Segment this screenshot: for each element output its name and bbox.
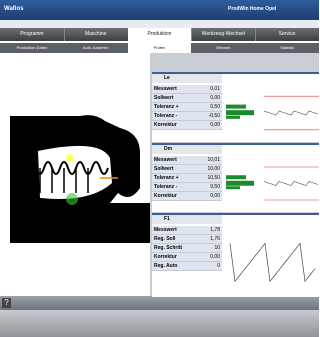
row-label: Toleranz + xyxy=(154,104,179,110)
row-value: 1,76 xyxy=(210,236,220,242)
panel-label: Dm xyxy=(152,145,222,154)
header-strip xyxy=(0,20,319,28)
row-label: Toleranz - xyxy=(154,113,177,119)
tab[interactable]: Produktion xyxy=(128,28,193,41)
row-label: Sollwert xyxy=(154,95,173,101)
tab[interactable]: Maschine xyxy=(64,28,129,41)
measure-panel: F1 Messwert 1,78 Reg. Soll 1,76 Reg. Schritt 1… xyxy=(152,213,319,297)
sub-tab[interactable]: Produktion Daten xyxy=(0,43,65,53)
panel-label: Le xyxy=(152,74,222,83)
value-row: Reg. Auto 0 xyxy=(152,262,222,271)
tab[interactable]: Werkzeug-Wechsel xyxy=(191,28,256,41)
value-row: Korrektur 0,00 xyxy=(152,253,222,262)
panel-chart xyxy=(224,226,319,296)
row-value: 0,00 xyxy=(210,122,220,128)
row-value: 10,50 xyxy=(207,175,220,181)
row-value: 0,50 xyxy=(210,104,220,110)
measure-panel: Dm Messwert 10,01 Sollwert 10,00 Toleranz + 10… xyxy=(152,143,319,212)
value-row: Messwert 1,78 xyxy=(152,226,222,235)
header-bar: Wafios ProdWin Home Opel xyxy=(0,0,319,20)
status-bar xyxy=(0,310,319,337)
tab[interactable]: Programm xyxy=(0,28,65,41)
row-label: Toleranz + xyxy=(154,175,179,181)
camera-image xyxy=(0,53,150,296)
value-row: Messwert 10,01 xyxy=(152,156,222,165)
value-row: Reg. Schritt 10 xyxy=(152,244,222,253)
brand: Wafios xyxy=(4,6,23,12)
value-row: Toleranz - -0,50 xyxy=(152,112,222,121)
row-value: 10 xyxy=(214,245,220,251)
row-value: 10,01 xyxy=(207,157,220,163)
row-label: Reg. Soll xyxy=(154,236,175,242)
row-value: 0,01 xyxy=(210,86,220,92)
row-value: 9,50 xyxy=(210,184,220,190)
row-label: Toleranz - xyxy=(154,184,177,190)
sub-tab[interactable]: Messen xyxy=(191,43,256,53)
value-row: Toleranz - 9,50 xyxy=(152,183,222,192)
row-value: 0,00 xyxy=(210,254,220,260)
toolbar: ? xyxy=(0,296,319,310)
help-button[interactable]: ? xyxy=(2,298,11,308)
value-table: Messwert 1,78 Reg. Soll 1,76 Reg. Schritt 10 K… xyxy=(152,226,222,271)
value-row: Messwert 0,01 xyxy=(152,85,222,94)
row-value: 0,00 xyxy=(210,193,220,199)
row-label: Messwert xyxy=(154,86,177,92)
row-label: Messwert xyxy=(154,227,177,233)
row-label: Korrektur xyxy=(154,193,177,199)
header-title: ProdWin Home Opel xyxy=(228,6,276,12)
row-value: 0,00 xyxy=(210,95,220,101)
row-label: Messwert xyxy=(154,157,177,163)
row-label: Sollwert xyxy=(154,166,173,172)
sub-tab[interactable]: Statistik xyxy=(255,43,319,53)
value-row: Sollwert 10,00 xyxy=(152,165,222,174)
panel-chart xyxy=(224,156,319,211)
measure-panel: Le Messwert 0,01 Sollwert 0,00 Toleranz + 0,50… xyxy=(152,72,319,142)
value-row: Korrektur 0,00 xyxy=(152,192,222,201)
row-value: 1,78 xyxy=(210,227,220,233)
app-window: Wafios ProdWin Home Opel ProgrammMaschin… xyxy=(0,0,319,337)
row-label: Korrektur xyxy=(154,254,177,260)
row-value: 0 xyxy=(217,263,220,269)
panel-chart xyxy=(224,85,319,141)
row-value: 10,00 xyxy=(207,166,220,172)
panel-label: F1 xyxy=(152,215,222,224)
value-row: Sollwert 0,00 xyxy=(152,94,222,103)
value-row: Korrektur 0,00 xyxy=(152,121,222,130)
sub-tab[interactable]: Auto Justieren xyxy=(64,43,129,53)
value-table: Messwert 10,01 Sollwert 10,00 Toleranz + 10,5… xyxy=(152,156,222,201)
row-label: Korrektur xyxy=(154,122,177,128)
camera-view xyxy=(0,53,150,296)
row-value: -0,50 xyxy=(209,113,220,119)
value-row: Toleranz + 0,50 xyxy=(152,103,222,112)
value-row: Toleranz + 10,50 xyxy=(152,174,222,183)
row-label: Reg. Auto xyxy=(154,263,177,269)
sub-tab[interactable]: Prüfen xyxy=(128,43,193,53)
row-label: Reg. Schritt xyxy=(154,245,182,251)
value-row: Reg. Soll 1,76 xyxy=(152,235,222,244)
tab[interactable]: Service xyxy=(255,28,319,41)
